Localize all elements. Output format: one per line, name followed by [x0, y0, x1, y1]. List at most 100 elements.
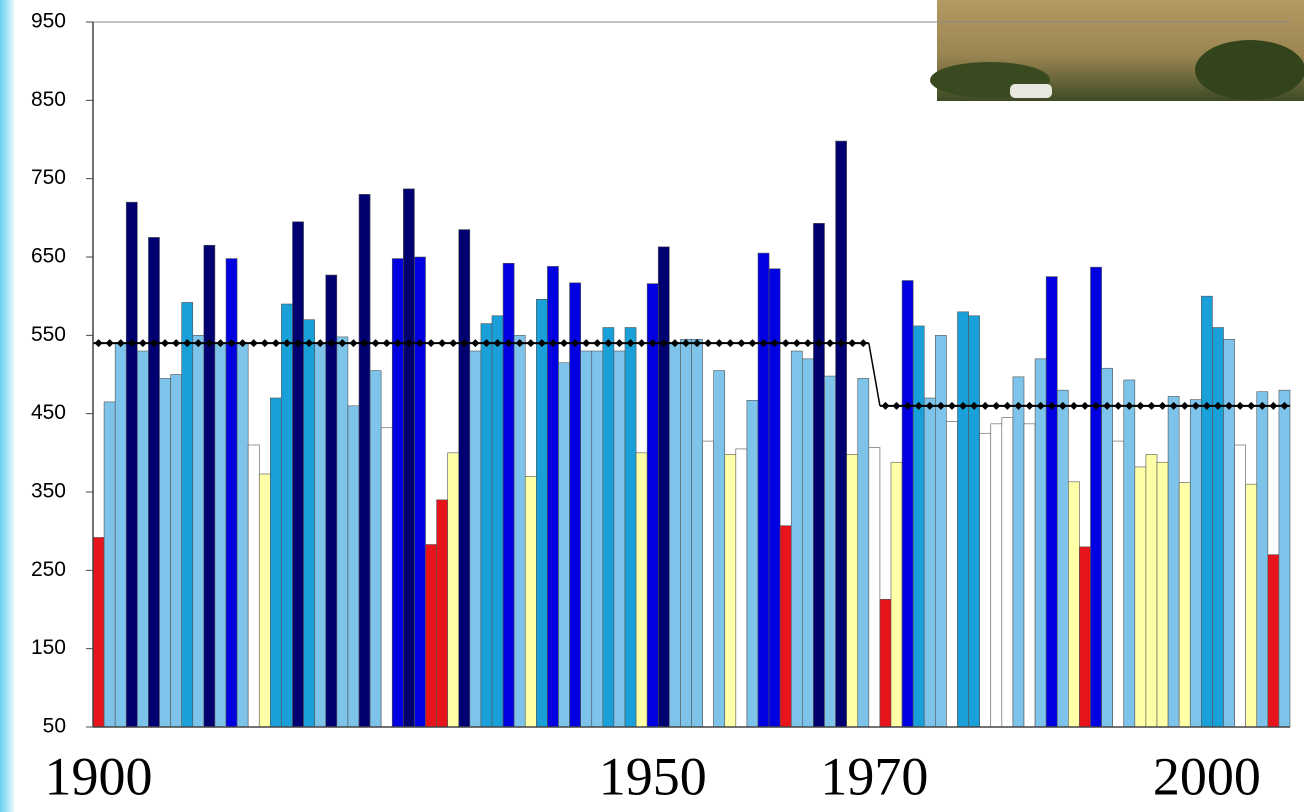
- mean-marker: [161, 339, 170, 348]
- mean-marker: [826, 339, 835, 348]
- photo: [930, 0, 1304, 101]
- bar: [125, 201, 138, 728]
- mean-marker: [1191, 401, 1200, 410]
- bar: [281, 303, 293, 728]
- mean-marker: [94, 339, 103, 348]
- bar: [580, 350, 593, 728]
- mean-marker: [1114, 401, 1123, 410]
- bar: [403, 188, 415, 728]
- bar: [990, 423, 1003, 728]
- mean-marker: [327, 339, 336, 348]
- mean-marker: [648, 339, 657, 348]
- bar: [148, 237, 160, 728]
- mean-marker: [726, 339, 735, 348]
- mean-marker: [571, 339, 580, 348]
- bar: [1090, 266, 1102, 728]
- mean-marker: [1136, 401, 1145, 410]
- mean-marker: [881, 401, 890, 410]
- bar: [879, 599, 892, 728]
- bar: [203, 244, 216, 728]
- mean-marker: [848, 339, 857, 348]
- mean-marker: [515, 339, 524, 348]
- mean-marker: [294, 339, 303, 348]
- bar: [1112, 440, 1125, 728]
- bar: [447, 452, 460, 728]
- mean-marker: [1202, 401, 1211, 410]
- bar: [1023, 423, 1036, 728]
- mean-marker: [382, 339, 391, 348]
- bar: [1245, 483, 1258, 728]
- bar: [968, 315, 980, 728]
- bar: [591, 350, 604, 728]
- bar: [1012, 376, 1025, 728]
- bar: [380, 427, 393, 728]
- bar: [547, 266, 559, 728]
- mean-marker: [183, 339, 192, 348]
- mean-marker: [471, 339, 480, 348]
- bar: [1134, 466, 1147, 728]
- bar: [536, 298, 548, 728]
- bar: [868, 447, 881, 728]
- mean-marker: [449, 339, 458, 348]
- mean-marker: [681, 339, 690, 348]
- mean-marker: [249, 339, 258, 348]
- mean-marker: [349, 339, 358, 348]
- mean-marker: [282, 339, 291, 348]
- mean-marker: [615, 339, 624, 348]
- bar: [1101, 367, 1113, 728]
- mean-marker: [271, 339, 280, 348]
- bar: [181, 302, 194, 728]
- bar: [802, 358, 814, 728]
- bar: [1079, 546, 1091, 728]
- bar: [912, 325, 925, 728]
- mean-marker: [1147, 401, 1156, 410]
- bar: [813, 223, 825, 728]
- y-tick-label: 750: [31, 166, 66, 189]
- bar: [369, 370, 382, 728]
- bar: [1167, 396, 1180, 728]
- mean-marker: [316, 339, 325, 348]
- bar: [247, 444, 260, 728]
- bar: [624, 327, 637, 728]
- mean-marker: [172, 339, 181, 348]
- bar: [1189, 399, 1202, 728]
- y-tick-label: 850: [31, 88, 66, 111]
- mean-marker: [637, 339, 646, 348]
- bar: [347, 405, 360, 728]
- mean-marker: [1247, 401, 1256, 410]
- bar: [303, 319, 315, 728]
- mean-marker: [626, 339, 635, 348]
- mean-marker: [371, 339, 380, 348]
- mean-marker: [404, 339, 413, 348]
- mean-marker: [903, 401, 912, 410]
- mean-marker: [1014, 401, 1023, 410]
- bar: [336, 336, 349, 728]
- bar: [1256, 391, 1269, 728]
- bar: [768, 268, 781, 728]
- bar: [979, 432, 992, 728]
- bar: [846, 454, 859, 728]
- bar: [1267, 554, 1280, 728]
- y-tick-label: 950: [31, 10, 66, 33]
- mean-marker: [338, 339, 347, 348]
- bar: [292, 221, 304, 728]
- mean-marker: [537, 339, 546, 348]
- bar: [935, 335, 947, 728]
- mean-marker: [1236, 401, 1245, 410]
- mean-marker: [582, 339, 591, 348]
- mean-marker: [859, 339, 868, 348]
- bar: [170, 374, 182, 728]
- bar: [1234, 444, 1246, 728]
- mean-marker: [770, 339, 779, 348]
- mean-marker: [1092, 401, 1101, 410]
- mean-marker: [1069, 401, 1078, 410]
- mean-marker: [659, 339, 668, 348]
- bar: [236, 342, 249, 728]
- bar: [702, 440, 714, 728]
- bar: [558, 362, 570, 728]
- bar: [1123, 379, 1136, 728]
- mean-marker: [1003, 401, 1012, 410]
- bar: [414, 256, 426, 728]
- mean-marker: [593, 339, 602, 348]
- mean-marker: [759, 339, 768, 348]
